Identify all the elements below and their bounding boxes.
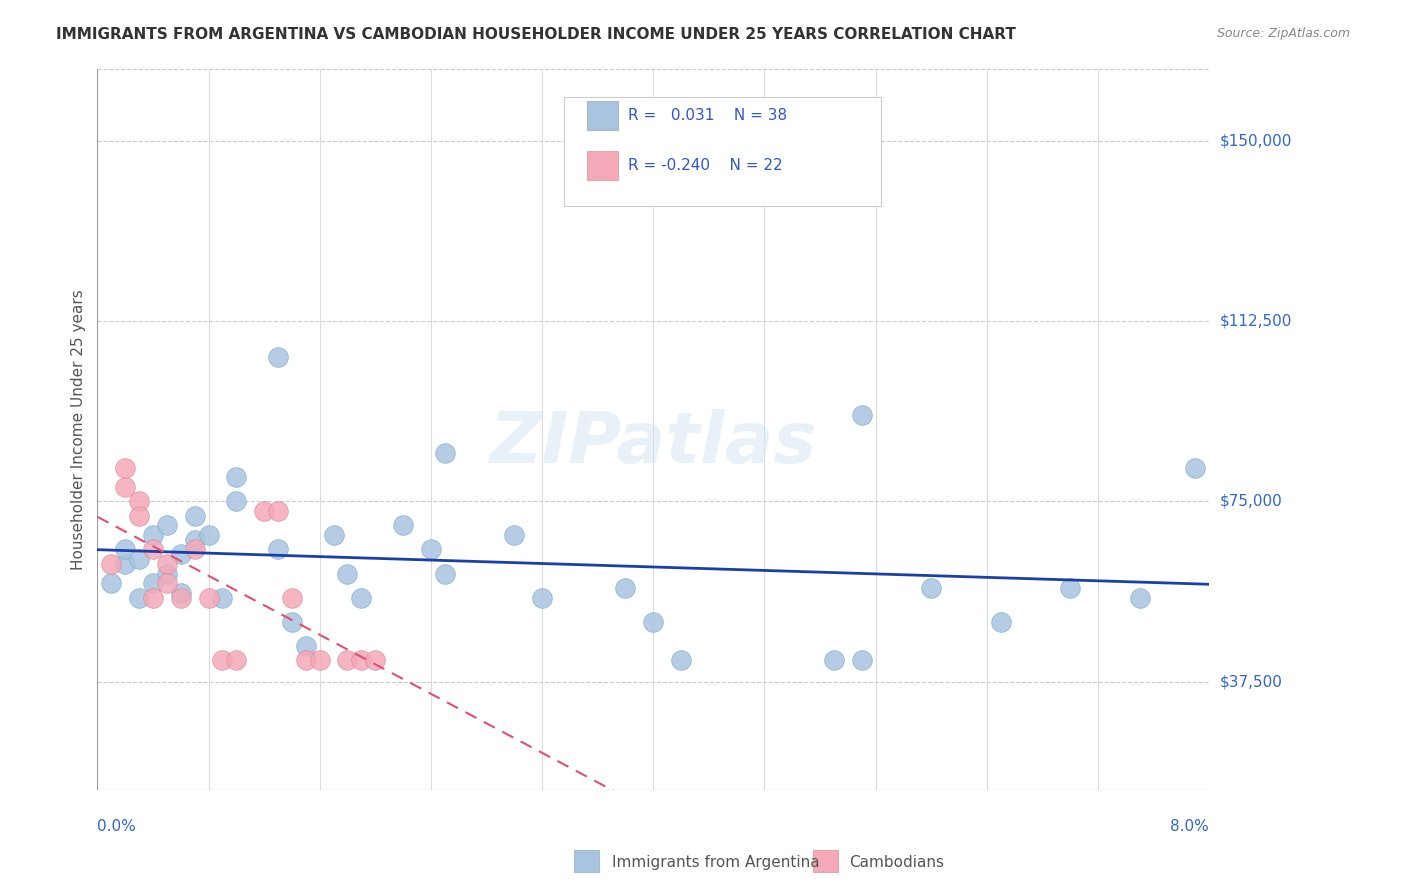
Point	[142, 528, 165, 542]
Point	[267, 350, 290, 364]
Text: R =   0.031    N = 38: R = 0.031 N = 38	[627, 108, 787, 123]
Point	[253, 504, 276, 518]
Y-axis label: Householder Income Under 25 years: Householder Income Under 25 years	[72, 289, 86, 570]
Point	[197, 528, 219, 542]
Point	[128, 552, 150, 566]
Point	[920, 581, 942, 595]
Point	[100, 557, 122, 571]
Point	[114, 557, 136, 571]
Point	[281, 615, 304, 629]
Point	[336, 566, 359, 581]
Point	[114, 542, 136, 557]
Bar	[586, 101, 617, 130]
Point	[350, 591, 373, 605]
Point	[308, 653, 330, 667]
Point	[183, 508, 205, 523]
Point	[211, 591, 233, 605]
Point	[128, 494, 150, 508]
Point	[156, 518, 179, 533]
Point	[114, 460, 136, 475]
Text: Immigrants from Argentina: Immigrants from Argentina	[612, 855, 820, 870]
Text: 0.0%: 0.0%	[97, 819, 136, 834]
Text: 8.0%: 8.0%	[1170, 819, 1209, 834]
Text: Source: ZipAtlas.com: Source: ZipAtlas.com	[1216, 27, 1350, 40]
Point	[183, 533, 205, 547]
Point	[669, 653, 692, 667]
Point	[614, 581, 637, 595]
Point	[531, 591, 554, 605]
Point	[142, 591, 165, 605]
Point	[336, 653, 359, 667]
Point	[142, 542, 165, 557]
Text: ZIPatlas: ZIPatlas	[489, 409, 817, 478]
Point	[225, 494, 247, 508]
Bar	[586, 152, 617, 180]
Point	[128, 508, 150, 523]
Point	[170, 591, 193, 605]
Point	[142, 576, 165, 591]
Point	[294, 653, 316, 667]
Point	[1059, 581, 1081, 595]
Text: Cambodians: Cambodians	[849, 855, 945, 870]
Point	[170, 547, 193, 561]
Point	[851, 653, 873, 667]
Point	[851, 408, 873, 422]
Point	[990, 615, 1012, 629]
Point	[392, 518, 415, 533]
Point	[322, 528, 344, 542]
Point	[503, 528, 526, 542]
FancyBboxPatch shape	[564, 97, 882, 205]
Point	[225, 470, 247, 484]
Point	[156, 557, 179, 571]
Text: $112,500: $112,500	[1220, 313, 1292, 328]
Point	[433, 446, 456, 460]
Point	[211, 653, 233, 667]
Point	[114, 480, 136, 494]
Point	[183, 542, 205, 557]
Point	[643, 615, 665, 629]
Point	[267, 504, 290, 518]
Point	[350, 653, 373, 667]
Point	[1184, 460, 1206, 475]
Point	[364, 653, 387, 667]
Text: $150,000: $150,000	[1220, 133, 1292, 148]
Point	[128, 591, 150, 605]
Text: $37,500: $37,500	[1220, 674, 1284, 690]
Text: IMMIGRANTS FROM ARGENTINA VS CAMBODIAN HOUSEHOLDER INCOME UNDER 25 YEARS CORRELA: IMMIGRANTS FROM ARGENTINA VS CAMBODIAN H…	[56, 27, 1017, 42]
Point	[823, 653, 845, 667]
Point	[170, 586, 193, 600]
Point	[225, 653, 247, 667]
Point	[1129, 591, 1152, 605]
Point	[267, 542, 290, 557]
Point	[156, 576, 179, 591]
Point	[281, 591, 304, 605]
Point	[100, 576, 122, 591]
Point	[419, 542, 441, 557]
Bar	[813, 850, 838, 872]
Point	[197, 591, 219, 605]
Point	[433, 566, 456, 581]
Point	[156, 566, 179, 581]
Text: R = -0.240    N = 22: R = -0.240 N = 22	[627, 159, 782, 173]
Bar	[574, 850, 599, 872]
Point	[294, 639, 316, 653]
Text: $75,000: $75,000	[1220, 494, 1282, 508]
